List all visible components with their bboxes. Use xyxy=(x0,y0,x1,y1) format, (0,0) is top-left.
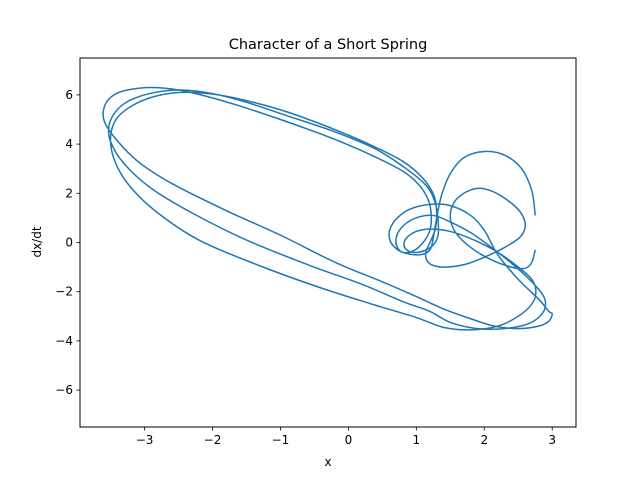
y-tick-label: −6 xyxy=(55,383,73,397)
y-tick-label: 4 xyxy=(65,137,73,151)
y-axis-ticks: −6 −4 −2 0 2 4 6 xyxy=(55,88,80,397)
x-axis-ticks: −3 −2 −1 0 1 2 3 xyxy=(136,427,556,447)
x-tick-label: −1 xyxy=(272,433,290,447)
x-tick-label: 2 xyxy=(480,433,488,447)
y-tick-label: 6 xyxy=(65,88,73,102)
series-line-trajectory xyxy=(102,86,553,331)
x-tick-label: 3 xyxy=(548,433,556,447)
plot-lines xyxy=(102,86,553,331)
plot-frame xyxy=(79,57,577,428)
y-tick-label: −4 xyxy=(55,334,73,348)
x-tick-label: −3 xyxy=(136,433,154,447)
x-tick-label: 1 xyxy=(413,433,421,447)
chart-title: Character of a Short Spring xyxy=(229,37,428,53)
x-axis-label: x xyxy=(324,455,331,469)
y-tick-label: 2 xyxy=(65,186,73,200)
y-tick-label: −2 xyxy=(55,285,73,299)
x-tick-label: −2 xyxy=(204,433,222,447)
y-tick-label: 0 xyxy=(65,236,73,250)
y-axis-label: dx/dt xyxy=(30,226,44,257)
x-tick-label: 0 xyxy=(345,433,353,447)
